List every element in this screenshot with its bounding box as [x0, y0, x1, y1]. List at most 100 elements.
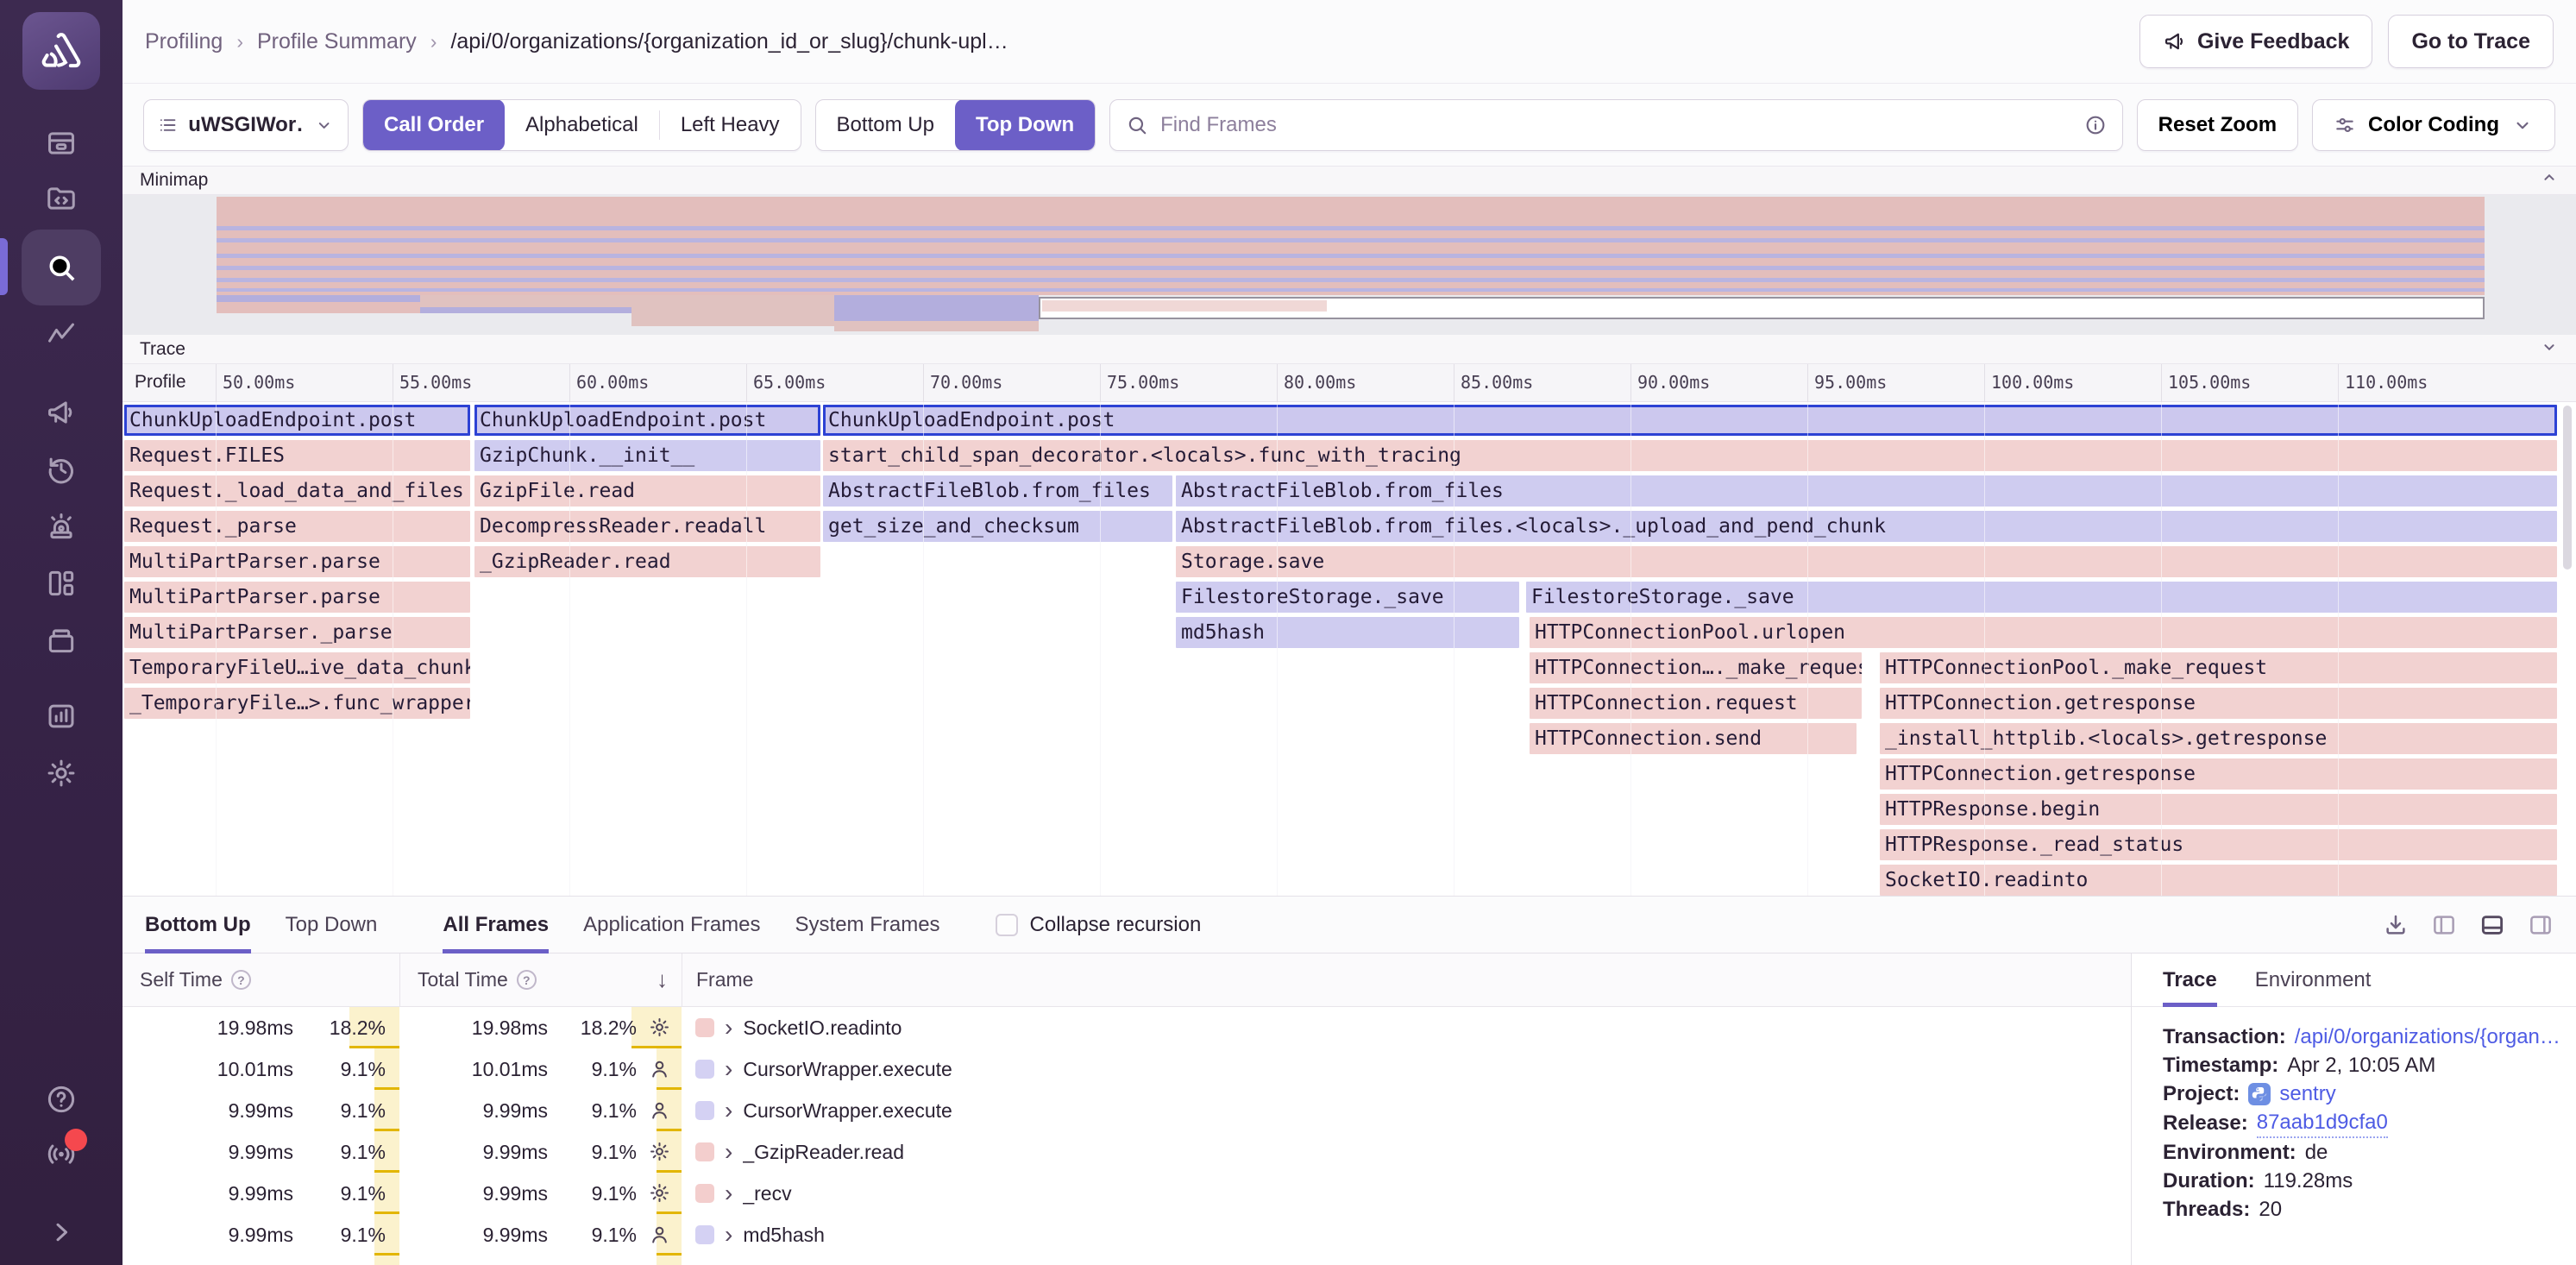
flamegraph-frame[interactable]: AbstractFileBlob.from_files.<locals>._up… — [1176, 511, 2557, 542]
table-row[interactable]: 10.01ms 9.1% 10.01ms 9.1% › CursorWrapper.exe… — [123, 1048, 2131, 1090]
layout-bottom-icon[interactable] — [2479, 912, 2505, 938]
details-field-value[interactable]: /api/0/organizations/{organ… — [2294, 1025, 2559, 1048]
expand-chevron-icon[interactable]: › — [725, 1138, 733, 1165]
find-frames-input[interactable] — [1160, 112, 2072, 137]
expand-chevron-icon[interactable]: › — [725, 1221, 733, 1248]
flamegraph-frame[interactable]: _install_httplib.<locals>.getresponse — [1880, 723, 2557, 754]
help-circle-icon[interactable]: ? — [516, 970, 537, 990]
flamegraph-frame[interactable]: DecompressReader.readall — [474, 511, 820, 542]
sidebar-item-search[interactable] — [22, 230, 101, 305]
expand-chevron-icon[interactable]: › — [725, 1097, 733, 1123]
flamegraph-frame[interactable]: MultiPartParser._parse — [124, 617, 470, 648]
sort-option-left-heavy[interactable]: Left Heavy — [680, 112, 780, 136]
sort-descending-icon[interactable]: ↓ — [657, 966, 668, 992]
self-time-column-header[interactable]: Self Time ? — [123, 968, 399, 991]
table-row[interactable]: 9.99ms 9.1% 9.99ms 9.1% › _GzipReader.read — [123, 1131, 2131, 1173]
flamegraph-frame[interactable]: FilestoreStorage._save — [1176, 582, 1519, 613]
minimap-canvas[interactable] — [123, 195, 2576, 335]
details-tab-environment[interactable]: Environment — [2254, 967, 2372, 991]
flamegraph-frame[interactable]: HTTPConnection.getresponse — [1880, 758, 2557, 790]
flamegraph-frame[interactable]: MultiPartParser.parse — [124, 546, 470, 577]
sidebar-item-feedback[interactable] — [44, 395, 79, 430]
give-feedback-button[interactable]: Give Feedback — [2139, 15, 2373, 68]
direction-option-top-down[interactable]: Top Down — [954, 99, 1096, 150]
find-frames-search[interactable] — [1109, 98, 2123, 151]
sidebar-item-whats-new[interactable] — [44, 1129, 87, 1170]
flamegraph-frame[interactable]: Storage.save — [1176, 546, 2557, 577]
table-row[interactable]: 9.99ms 9.1% 9.99ms 9.1% › _recv — [123, 1173, 2131, 1214]
sidebar-item-alerts[interactable] — [44, 509, 79, 544]
flamegraph-frame[interactable]: HTTPResponse._read_status — [1880, 829, 2557, 860]
color-coding-button[interactable]: Color Coding — [2312, 98, 2555, 151]
tab-application-frames[interactable]: Application Frames — [583, 912, 761, 936]
expand-chevron-icon[interactable]: › — [725, 1180, 733, 1206]
tab-bottom-up[interactable]: Bottom Up — [145, 897, 251, 953]
flamegraph-frame[interactable]: FilestoreStorage._save — [1526, 582, 2557, 613]
sidebar-item-explore[interactable] — [44, 181, 79, 216]
sidebar-item-replays[interactable] — [44, 452, 79, 487]
flamegraph-frame[interactable]: start_child_span_decorator.<locals>.func… — [823, 440, 2557, 471]
sidebar-item-releases[interactable] — [44, 623, 79, 658]
help-circle-icon[interactable]: ? — [230, 970, 251, 990]
sidebar-item-settings[interactable] — [44, 756, 79, 790]
flamegraph[interactable]: ChunkUploadEndpoint.post ChunkUploadEndpo… — [123, 402, 2576, 896]
table-row[interactable]: 19.98ms 18.2% 19.98ms 18.2% › SocketIO.readin… — [123, 1007, 2131, 1048]
flamegraph-frame[interactable]: GzipFile.read — [474, 475, 820, 507]
flamegraph-frame[interactable]: _GzipReader.read — [474, 546, 820, 577]
breadcrumb-profile-summary[interactable]: Profile Summary — [257, 28, 417, 53]
flamegraph-frame[interactable]: HTTPConnection…._make_request — [1530, 652, 1862, 683]
flamegraph-scrollbar[interactable] — [2563, 406, 2572, 570]
export-download-icon[interactable] — [2383, 912, 2409, 938]
flamegraph-frame[interactable]: HTTPConnectionPool._make_request — [1880, 652, 2557, 683]
flamegraph-frame[interactable]: GzipChunk.__init__ — [474, 440, 820, 471]
breadcrumb-profiling[interactable]: Profiling — [145, 28, 223, 53]
layout-left-icon[interactable] — [2431, 912, 2457, 938]
flamegraph-frame[interactable]: Request._load_data_and_files — [124, 475, 470, 507]
frame-column-header[interactable]: Frame — [682, 953, 2131, 1006]
tab-top-down[interactable]: Top Down — [285, 912, 378, 936]
sort-option-call-order[interactable]: Call Order — [363, 99, 506, 150]
details-field-value[interactable]: sentry — [2279, 1082, 2336, 1105]
flamegraph-frame[interactable]: Request._parse — [124, 511, 470, 542]
minimap-collapse-chevron[interactable] — [2540, 168, 2559, 192]
flamegraph-frame[interactable]: SocketIO.readinto — [1880, 865, 2557, 896]
sidebar-item-dashboards[interactable] — [44, 566, 79, 601]
info-icon[interactable] — [2084, 114, 2107, 136]
reset-zoom-button[interactable]: Reset Zoom — [2136, 98, 2299, 151]
table-row[interactable]: 9.99ms 9.1% 9.99ms 9.1% › CursorWrapper.execu… — [123, 1090, 2131, 1131]
flamegraph-frame[interactable]: HTTPConnection.send — [1530, 723, 1857, 754]
direction-option-bottom-up[interactable]: Bottom Up — [836, 112, 934, 136]
table-row[interactable]: 9.99ms 9.1% 9.99ms 9.1% › md5hash — [123, 1214, 2131, 1256]
flamegraph-frame[interactable]: ChunkUploadEndpoint.post — [474, 405, 820, 436]
total-time-column-header[interactable]: Total Time ? ↓ — [399, 953, 682, 1006]
flamegraph-frame[interactable]: AbstractFileBlob.from_files — [823, 475, 1172, 507]
tab-all-frames[interactable]: All Frames — [443, 897, 549, 953]
flamegraph-frame[interactable]: ChunkUploadEndpoint.post — [124, 405, 470, 436]
sentry-logo[interactable] — [22, 12, 100, 90]
thread-selector[interactable]: uWSGIWor… — [143, 98, 349, 151]
trace-collapse-chevron[interactable] — [2540, 337, 2559, 362]
flamegraph-frame[interactable]: get_size_and_checksum — [823, 511, 1172, 542]
flamegraph-frame[interactable]: _TemporaryFile…>.func_wrapper — [124, 688, 470, 719]
flamegraph-frame[interactable]: HTTPConnection.getresponse — [1880, 688, 2557, 719]
flamegraph-frame[interactable]: HTTPConnectionPool.urlopen — [1530, 617, 2557, 648]
flamegraph-frame[interactable]: HTTPResponse.begin — [1880, 794, 2557, 825]
table-row[interactable] — [123, 1256, 2131, 1265]
flamegraph-frame[interactable]: HTTPConnection.request — [1530, 688, 1862, 719]
expand-chevron-icon[interactable]: › — [725, 1014, 733, 1041]
flamegraph-frame[interactable]: Request.FILES — [124, 440, 470, 471]
collapse-recursion-checkbox[interactable] — [995, 913, 1018, 936]
tab-system-frames[interactable]: System Frames — [795, 912, 940, 936]
flamegraph-frame[interactable]: AbstractFileBlob.from_files — [1176, 475, 2557, 507]
sidebar-item-help[interactable] — [44, 1082, 79, 1117]
sidebar-expand-chevron[interactable] — [44, 1215, 79, 1249]
details-field-value[interactable]: 87aab1d9cfa0 — [2256, 1108, 2388, 1138]
expand-chevron-icon[interactable]: › — [725, 1055, 733, 1082]
sidebar-item-insights[interactable] — [44, 318, 79, 352]
sidebar-item-stats[interactable] — [44, 699, 79, 733]
flamegraph-frame[interactable]: TemporaryFileU…ive_data_chunk — [124, 652, 470, 683]
sort-option-alphabetical[interactable]: Alphabetical — [525, 112, 638, 136]
sidebar-item-issues[interactable] — [44, 126, 79, 160]
go-to-trace-button[interactable]: Go to Trace — [2388, 15, 2554, 68]
layout-right-icon[interactable] — [2528, 912, 2554, 938]
